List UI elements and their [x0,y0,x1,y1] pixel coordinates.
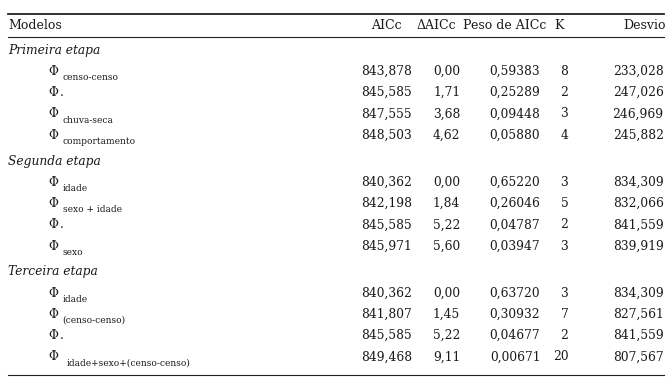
Text: 839,919: 839,919 [613,239,664,253]
Text: 3: 3 [560,176,568,189]
Text: 0,00671: 0,00671 [490,350,540,364]
Text: 834,309: 834,309 [613,287,664,300]
Text: 4: 4 [560,129,568,142]
Text: 1,84: 1,84 [433,197,460,210]
Text: chuva-seca: chuva-seca [63,116,113,125]
Text: Φ: Φ [48,197,58,210]
Text: Φ: Φ [48,329,58,342]
Text: 3: 3 [560,239,568,253]
Text: 0,00: 0,00 [433,65,460,78]
Text: K: K [554,19,564,32]
Text: 0,00: 0,00 [433,176,460,189]
Text: 0,26046: 0,26046 [490,197,540,210]
Text: idade: idade [63,184,88,193]
Text: 1,71: 1,71 [433,86,460,99]
Text: .: . [60,218,64,231]
Text: 827,561: 827,561 [613,308,664,321]
Text: Φ: Φ [48,65,58,78]
Text: 0,09448: 0,09448 [490,107,540,120]
Text: 845,585: 845,585 [362,218,412,231]
Text: 20: 20 [553,350,568,364]
Text: 5,22: 5,22 [433,218,460,231]
Text: Φ: Φ [48,107,58,120]
Text: 0,04677: 0,04677 [490,329,540,342]
Text: idade+sexo+(censo-censo): idade+sexo+(censo-censo) [67,359,191,367]
Text: Modelos: Modelos [8,19,62,32]
Text: 245,882: 245,882 [613,129,664,142]
Text: 2: 2 [560,218,568,231]
Text: Φ: Φ [48,239,58,253]
Text: 0,00: 0,00 [433,287,460,300]
Text: Peso de AICc: Peso de AICc [463,19,546,32]
Text: 845,585: 845,585 [362,86,412,99]
Text: Desvio: Desvio [623,19,666,32]
Text: Φ: Φ [48,287,58,300]
Text: .: . [60,86,64,99]
Text: sexo + idade: sexo + idade [63,205,121,214]
Text: 842,198: 842,198 [362,197,412,210]
Text: 2: 2 [560,86,568,99]
Text: 0,25289: 0,25289 [490,86,540,99]
Text: 0,30932: 0,30932 [490,308,540,321]
Text: 247,026: 247,026 [613,86,664,99]
Text: ΔAICc: ΔAICc [416,19,456,32]
Text: 841,807: 841,807 [362,308,412,321]
Text: censo-censo: censo-censo [63,73,119,82]
Text: 3: 3 [560,107,568,120]
Text: 848,503: 848,503 [362,129,412,142]
Text: Φ: Φ [48,218,58,231]
Text: 0,65220: 0,65220 [490,176,540,189]
Text: 0,04787: 0,04787 [490,218,540,231]
Text: 5,22: 5,22 [433,329,460,342]
Text: comportamento: comportamento [63,137,136,146]
Text: 9,11: 9,11 [433,350,460,364]
Text: 2: 2 [560,329,568,342]
Text: Φ: Φ [48,129,58,142]
Text: 1,45: 1,45 [433,308,460,321]
Text: AICc: AICc [371,19,402,32]
Text: Φ: Φ [48,350,58,364]
Text: 7: 7 [560,308,568,321]
Text: 807,567: 807,567 [613,350,664,364]
Text: 840,362: 840,362 [362,287,412,300]
Text: 849,468: 849,468 [361,350,412,364]
Text: 5: 5 [560,197,568,210]
Text: 840,362: 840,362 [362,176,412,189]
Text: Φ: Φ [48,308,58,321]
Text: idade: idade [63,295,88,304]
Text: 0,05880: 0,05880 [490,129,540,142]
Text: 841,559: 841,559 [613,329,664,342]
Text: 3: 3 [560,287,568,300]
Text: 4,62: 4,62 [433,129,460,142]
Text: 0,59383: 0,59383 [490,65,540,78]
Text: Φ: Φ [48,86,58,99]
Text: 0,03947: 0,03947 [490,239,540,253]
Text: .: . [60,329,64,342]
Text: 841,559: 841,559 [613,218,664,231]
Text: 847,555: 847,555 [362,107,412,120]
Text: Φ: Φ [48,176,58,189]
Text: 834,309: 834,309 [613,176,664,189]
Text: 845,971: 845,971 [362,239,412,253]
Text: Terceira etapa: Terceira etapa [8,265,98,279]
Text: 8: 8 [560,65,568,78]
Text: 0,63720: 0,63720 [490,287,540,300]
Text: sexo: sexo [63,248,83,256]
Text: 5,60: 5,60 [433,239,460,253]
Text: 3,68: 3,68 [433,107,460,120]
Text: 845,585: 845,585 [362,329,412,342]
Text: Primeira etapa: Primeira etapa [8,44,100,57]
Text: 832,066: 832,066 [613,197,664,210]
Text: 843,878: 843,878 [362,65,412,78]
Text: 233,028: 233,028 [613,65,664,78]
Text: Segunda etapa: Segunda etapa [8,154,101,168]
Text: (censo-censo): (censo-censo) [63,316,126,325]
Text: 246,969: 246,969 [612,107,664,120]
